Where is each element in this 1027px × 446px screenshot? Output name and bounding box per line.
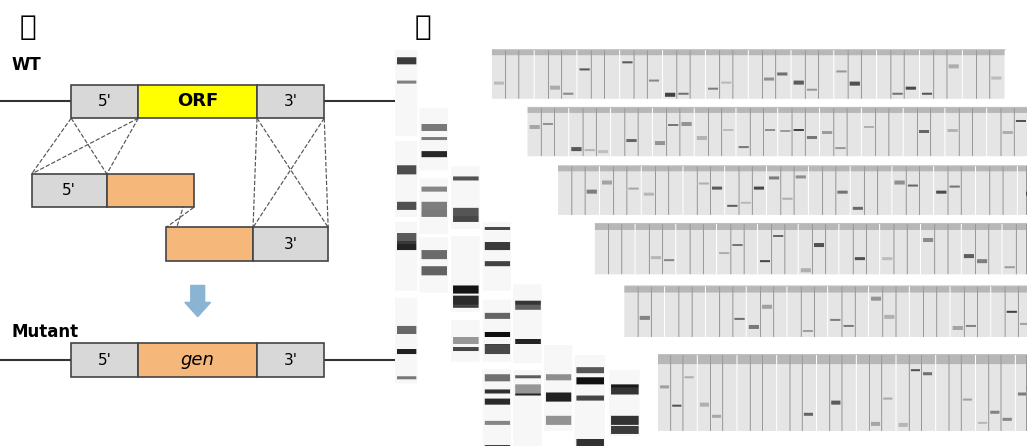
Text: 5': 5' xyxy=(98,94,112,109)
Text: 3': 3' xyxy=(283,353,298,368)
Bar xyxy=(71,343,139,377)
Bar xyxy=(166,227,253,261)
Text: 5': 5' xyxy=(98,353,112,368)
Bar xyxy=(107,174,194,207)
Text: 가: 가 xyxy=(20,13,36,41)
FancyArrow shape xyxy=(185,285,211,317)
Bar xyxy=(32,174,107,207)
Text: 5': 5' xyxy=(63,183,76,198)
Text: 나: 나 xyxy=(414,13,431,41)
Bar xyxy=(253,227,329,261)
Text: Mutant: Mutant xyxy=(12,323,79,341)
Bar xyxy=(257,85,325,118)
Bar xyxy=(71,85,139,118)
Bar xyxy=(257,343,325,377)
Text: gen: gen xyxy=(181,351,215,369)
Text: ORF: ORF xyxy=(177,92,219,111)
Text: 3': 3' xyxy=(283,94,298,109)
Text: 3': 3' xyxy=(283,237,298,252)
Bar xyxy=(139,85,257,118)
Text: WT: WT xyxy=(12,56,42,74)
Bar xyxy=(139,343,257,377)
